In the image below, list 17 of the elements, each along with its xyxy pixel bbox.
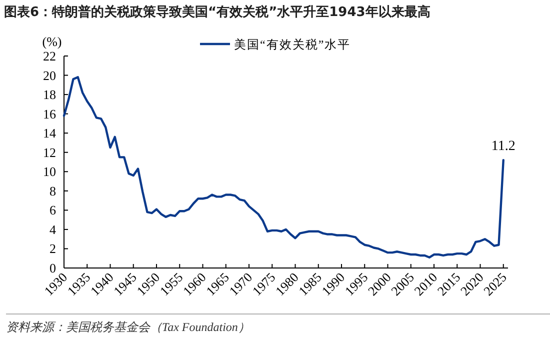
- y-tick-label: 22: [43, 48, 56, 64]
- y-tick-label: 4: [50, 222, 56, 237]
- y-tick-label: 6: [50, 202, 56, 218]
- y-tick-label: 8: [50, 183, 56, 198]
- y-tick-label: 10: [43, 164, 56, 180]
- y-tick-label: 16: [43, 106, 56, 122]
- y-tick-label: 14: [43, 126, 56, 141]
- y-axis-title: (%): [42, 34, 62, 49]
- y-tick-label: 20: [43, 68, 56, 83]
- legend-label: 美国“有效关税”水平: [234, 38, 351, 52]
- chart-title: 图表6：特朗普的关税政策导致美国“有效关税”水平升至1943年以来最高: [4, 4, 430, 20]
- y-tick-label: 18: [43, 87, 56, 102]
- y-tick-label: 12: [43, 144, 56, 160]
- text: 资料来源：美国税务基金会（Tax Foundation）: [6, 320, 250, 334]
- annotation: 11.2: [491, 139, 516, 154]
- y-tick-label: 0: [50, 260, 56, 276]
- y-tick-label: 2: [50, 241, 56, 256]
